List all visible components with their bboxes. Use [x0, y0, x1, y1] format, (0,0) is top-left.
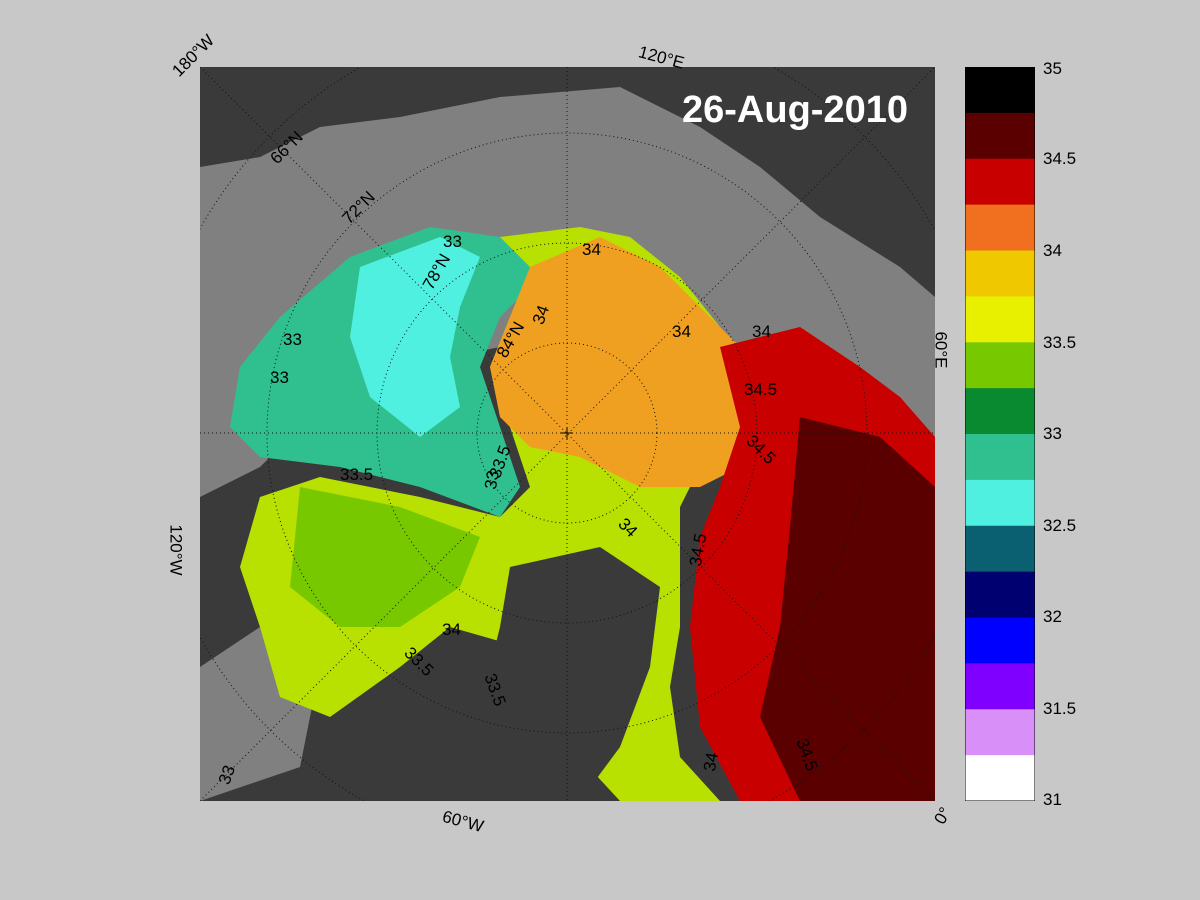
contour-label: 33: [443, 232, 462, 251]
colorbar-band: [965, 67, 1035, 114]
colorbar-band: [965, 342, 1035, 389]
colorbar-tick: 32.5: [1043, 516, 1077, 535]
colorbar-band: [965, 112, 1035, 160]
atlantic-core: [760, 417, 935, 801]
contour-label: 33: [283, 330, 302, 349]
colorbar-tick: 34: [1043, 241, 1062, 260]
eurasian-basin-water: [490, 237, 780, 487]
colorbar-band: [965, 479, 1035, 527]
channel-green: [290, 487, 480, 627]
contour-label: 33.5: [340, 465, 374, 484]
colorbar-band: [965, 158, 1035, 206]
colorbar-band: [965, 755, 1035, 801]
colorbar-tick: 32: [1043, 607, 1062, 626]
colorbar-band: [965, 434, 1035, 481]
colorbar-band: [965, 617, 1035, 664]
colorbar-band: [965, 663, 1035, 710]
lon-label-60e: 60°E: [931, 331, 951, 369]
colorbar-band: [965, 571, 1035, 619]
date-title: 26-Aug-2010: [682, 89, 908, 131]
colorbar-tick: 31: [1043, 790, 1062, 809]
contour-label: 34.5: [744, 380, 778, 399]
lon-label-120w: 120°W: [166, 524, 186, 576]
colorbar-band: [965, 296, 1035, 343]
contour-label: 34: [752, 322, 771, 341]
colorbar-tick: 35: [1043, 59, 1062, 78]
colorbar-band: [965, 709, 1035, 756]
colorbar-band: [965, 250, 1035, 297]
contour-label: 34: [442, 620, 461, 639]
greenland: [480, 547, 660, 801]
lon-label-60w: 60°W: [440, 806, 486, 837]
colorbar-tick: 31.5: [1043, 699, 1077, 718]
colorbar: [965, 67, 1035, 801]
pole-marker: [561, 427, 573, 439]
lon-label-0: 0°: [930, 803, 955, 828]
colorbar-band: [965, 388, 1035, 435]
colorbar-tick: 34.5: [1043, 149, 1077, 168]
colorbar-band: [965, 204, 1035, 252]
contour-label: 34: [582, 240, 601, 259]
contour-label: 33: [270, 368, 289, 387]
salinity-map: [200, 67, 935, 801]
contour-label: 34: [672, 322, 691, 341]
contour-label: 34: [699, 750, 722, 773]
colorbar-tick: 33: [1043, 424, 1062, 443]
colorbar-tick: 33.5: [1043, 333, 1077, 352]
fresh-core: [350, 237, 480, 437]
colorbar-band: [965, 525, 1035, 573]
